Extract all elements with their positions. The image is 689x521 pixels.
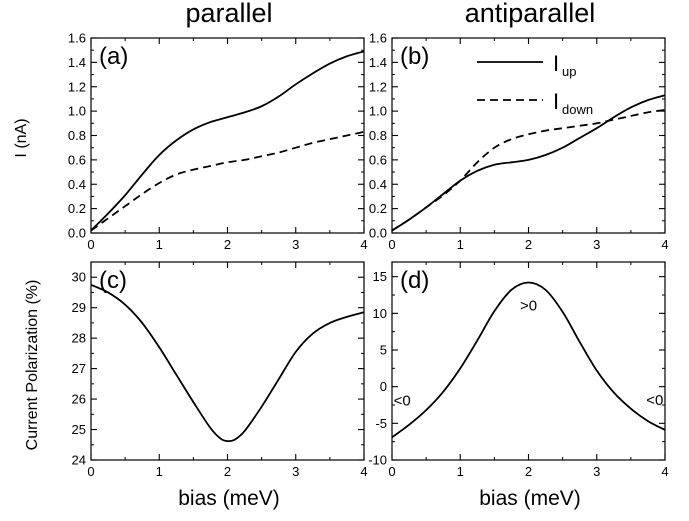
panel-c: 0 1 2 3 4 24 25 26 27 28 29 30 (c) (72, 261, 368, 479)
y-tick-label: -5 (375, 416, 387, 431)
series-line-dashed (90, 130, 365, 232)
y-tick-label: 24 (72, 453, 86, 468)
x-tick-label: 3 (593, 464, 600, 479)
x-tick-label: 1 (457, 237, 464, 252)
x-tick-label: 2 (224, 464, 231, 479)
x-tick-label: 1 (457, 464, 464, 479)
y-tick-label: 25 (72, 422, 86, 437)
y-tick-label: 1.4 (369, 55, 387, 70)
y-tick-label: 1.4 (68, 55, 86, 70)
y-tick-label: 29 (72, 300, 86, 315)
panel-a: 0 1 2 3 4 0.0 0.2 0.4 0.6 0.8 1.0 1.2 1.4 1.6 (a) (68, 31, 368, 253)
panel-frame (391, 261, 666, 461)
y-tick-label: 0.2 (369, 201, 387, 216)
y-tick-label: 0.8 (68, 128, 86, 143)
y-tick-label: 0.6 (68, 152, 86, 167)
y-tick-label: 27 (72, 361, 86, 376)
x-tick-label: 3 (292, 464, 299, 479)
x-tick-label: 4 (661, 464, 668, 479)
y-tick-label: 1.2 (369, 79, 387, 94)
y-tick-label: 1.0 (369, 104, 387, 119)
panel-frame (90, 261, 365, 461)
series-line-solid (90, 50, 365, 232)
y-axis-label-current: I (nA) (13, 118, 30, 157)
x-tick-label: 1 (156, 464, 163, 479)
column-title-antiparallel: antiparallel (465, 0, 596, 28)
x-tick-label: 0 (388, 237, 395, 252)
y-tick-label: 30 (72, 270, 86, 285)
y-tick-label: 0.6 (369, 152, 387, 167)
y-axis-label-polarization: Current Polarization (%) (24, 280, 41, 451)
panel-label: (c) (99, 267, 127, 294)
x-tick-label: 4 (360, 464, 367, 479)
y-tick-label: 5 (380, 343, 387, 358)
legend-sublabel: down (562, 102, 593, 117)
annotation-label: <0 (394, 393, 411, 410)
y-tick-label: 26 (72, 392, 86, 407)
y-tick-label: 0.4 (369, 177, 387, 192)
x-tick-label: 1 (156, 237, 163, 252)
series-line-solid (391, 94, 666, 232)
x-tick-label: 3 (292, 237, 299, 252)
x-tick-label: 0 (87, 237, 94, 252)
y-tick-label: 1.0 (68, 104, 86, 119)
x-axis-label-left: bias (meV) (178, 487, 280, 510)
y-tick-label: 0.8 (369, 128, 387, 143)
y-tick-label: 1.6 (68, 31, 86, 46)
y-tick-label: 0.0 (369, 226, 387, 241)
legend-label: I (553, 51, 559, 76)
x-tick-label: 3 (593, 237, 600, 252)
x-tick-label: 2 (525, 237, 532, 252)
y-tick-label: 0.0 (68, 226, 86, 241)
panel-b: 0 1 2 3 4 0.0 0.2 0.4 0.6 0.8 1.0 1.2 1.4 1.6 (b) (369, 31, 669, 253)
legend-sublabel: up (562, 64, 576, 79)
series-line-solid (391, 281, 666, 438)
x-tick-label: 0 (87, 464, 94, 479)
series-line-dashed (391, 109, 666, 232)
column-title-parallel: parallel (185, 0, 272, 28)
panel-label: (a) (99, 43, 128, 70)
x-tick-label: 0 (388, 464, 395, 479)
x-tick-label: 2 (525, 464, 532, 479)
annotation-label: <0 (646, 392, 663, 409)
y-tick-label: 0.4 (68, 177, 86, 192)
annotation-label: >0 (520, 297, 537, 314)
y-tick-label: 10 (373, 306, 387, 321)
y-tick-label: 1.2 (68, 79, 86, 94)
y-tick-label: 1.6 (369, 31, 387, 46)
y-tick-label: 0 (380, 379, 387, 394)
panel-label: (b) (400, 43, 429, 70)
panel-label: (d) (400, 267, 429, 294)
panel-frame (391, 37, 666, 234)
panel-d: 0 1 2 3 4 -10 -5 0 5 10 15 <0 >0 <0 (d) (368, 261, 669, 479)
y-tick-label: 28 (72, 331, 86, 346)
x-tick-label: 2 (224, 237, 231, 252)
y-tick-label: -10 (368, 453, 387, 468)
legend-label: I (553, 89, 559, 114)
y-tick-label: 15 (373, 269, 387, 284)
x-axis-label-right: bias (meV) (479, 487, 581, 510)
x-tick-label: 4 (661, 237, 668, 252)
y-tick-label: 0.2 (68, 201, 86, 216)
series-line-solid (90, 284, 365, 443)
x-tick-label: 4 (360, 237, 367, 252)
